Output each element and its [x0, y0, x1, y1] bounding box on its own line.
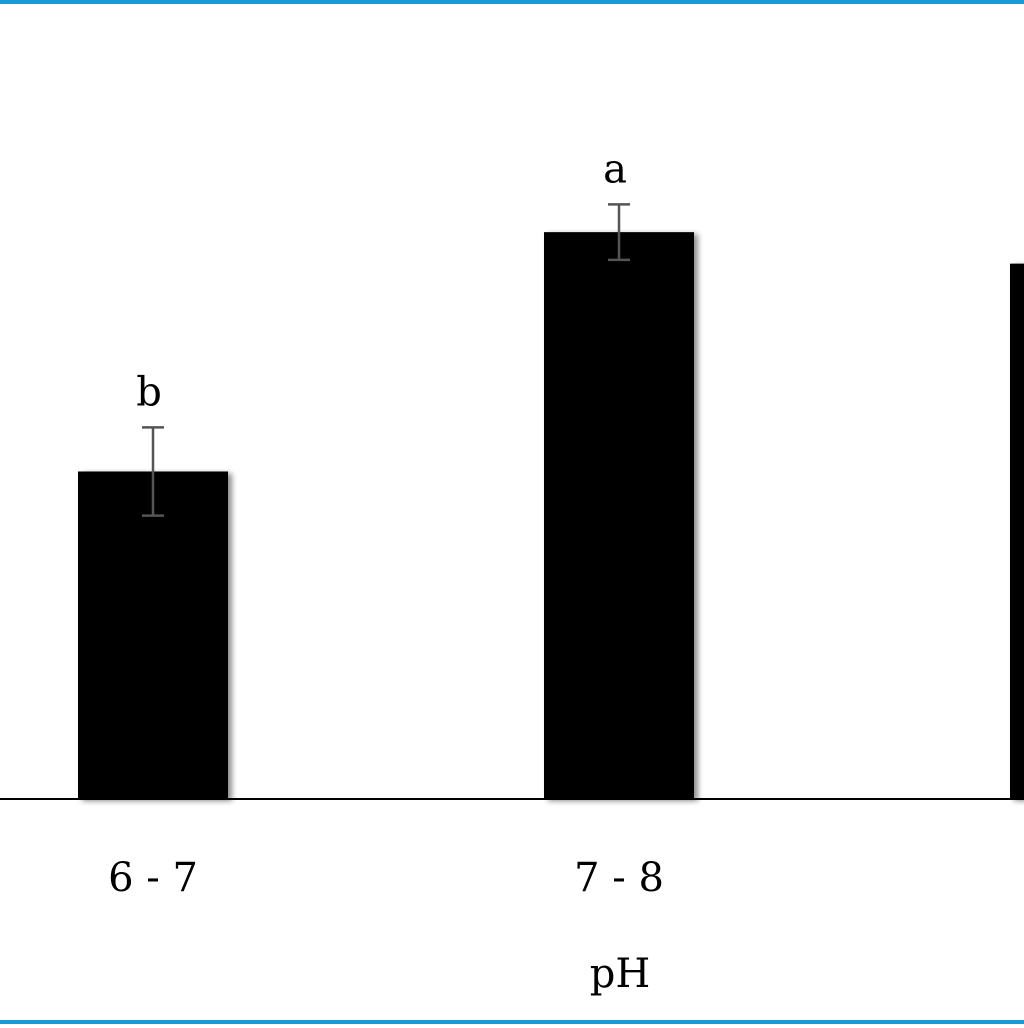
bar-chart: b 6 - 7 a 7 - 8 pH — [0, 146, 1024, 997]
significance-letter-1: b — [136, 369, 162, 415]
error-bar-2 — [608, 203, 630, 262]
x-tick-label-1: 6 - 7 — [108, 855, 198, 901]
bar-2 — [544, 232, 694, 800]
bar-1 — [78, 471, 228, 799]
x-tick-label-2: 7 - 8 — [574, 855, 664, 901]
significance-letter-2: a — [603, 146, 627, 192]
bars-layer — [78, 232, 1024, 800]
bar-3 — [1010, 263, 1024, 799]
x-axis-label: pH — [590, 951, 651, 997]
error-bar-1 — [142, 426, 164, 517]
error-bars-layer — [142, 203, 630, 517]
labels-layer: b 6 - 7 a 7 - 8 — [108, 146, 664, 901]
